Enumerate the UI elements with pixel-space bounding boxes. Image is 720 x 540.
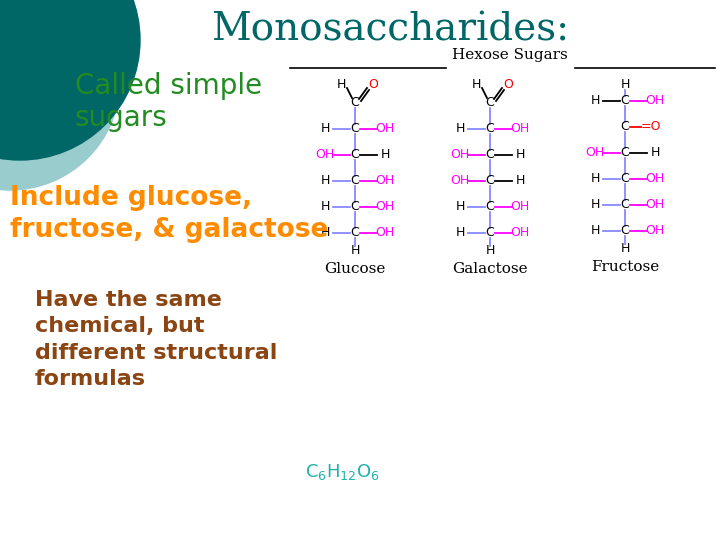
Text: C: C: [351, 174, 359, 187]
Text: H: H: [472, 78, 481, 91]
Text: C: C: [351, 226, 359, 240]
Text: H: H: [590, 199, 600, 212]
Text: Galactose: Galactose: [452, 262, 528, 276]
Text: OH: OH: [645, 199, 665, 212]
Text: Glucose: Glucose: [324, 262, 386, 276]
Text: C: C: [621, 199, 629, 212]
Text: OH: OH: [375, 174, 395, 187]
Circle shape: [0, 0, 120, 190]
Text: C: C: [351, 200, 359, 213]
Text: H: H: [380, 148, 390, 161]
Text: H: H: [590, 172, 600, 186]
Text: Hexose Sugars: Hexose Sugars: [452, 48, 568, 62]
Text: =O: =O: [641, 120, 661, 133]
Text: C: C: [485, 97, 495, 110]
Text: H: H: [590, 225, 600, 238]
Text: C: C: [351, 97, 359, 110]
Text: Monosaccharides:: Monosaccharides:: [211, 11, 569, 49]
Text: OH: OH: [645, 225, 665, 238]
Text: C: C: [485, 200, 495, 213]
Text: OH: OH: [510, 200, 530, 213]
Text: H: H: [621, 242, 630, 255]
Text: H: H: [455, 226, 464, 240]
Text: O: O: [503, 78, 513, 91]
Text: C: C: [485, 123, 495, 136]
Text: H: H: [455, 123, 464, 136]
Text: C: C: [621, 94, 629, 107]
Text: H: H: [351, 245, 360, 258]
Text: C: C: [485, 174, 495, 187]
Text: C: C: [621, 120, 629, 133]
Text: Have the same
chemical, but
different structural
formulas: Have the same chemical, but different st…: [35, 290, 277, 389]
Text: C: C: [351, 123, 359, 136]
Text: H: H: [590, 94, 600, 107]
Text: H: H: [455, 200, 464, 213]
Text: C: C: [351, 148, 359, 161]
Text: C$_6$H$_{12}$O$_6$: C$_6$H$_{12}$O$_6$: [305, 462, 380, 482]
Text: Fructose: Fructose: [591, 260, 659, 274]
Text: H: H: [621, 78, 630, 91]
Text: O: O: [368, 78, 378, 91]
Text: Called simple
sugars: Called simple sugars: [75, 72, 262, 132]
Text: OH: OH: [375, 226, 395, 240]
Text: H: H: [516, 174, 525, 187]
Text: OH: OH: [451, 174, 469, 187]
Text: C: C: [621, 172, 629, 186]
Text: C: C: [621, 146, 629, 159]
Text: Include glucose,
fructose, & galactose: Include glucose, fructose, & galactose: [10, 185, 328, 243]
Text: H: H: [320, 226, 330, 240]
Text: H: H: [320, 200, 330, 213]
Text: H: H: [320, 174, 330, 187]
Text: OH: OH: [451, 148, 469, 161]
Text: OH: OH: [510, 123, 530, 136]
Text: OH: OH: [510, 226, 530, 240]
Text: OH: OH: [375, 123, 395, 136]
Text: OH: OH: [645, 94, 665, 107]
Text: C: C: [621, 225, 629, 238]
Text: H: H: [320, 123, 330, 136]
Text: C: C: [485, 226, 495, 240]
Text: OH: OH: [645, 172, 665, 186]
Circle shape: [0, 0, 140, 160]
Text: H: H: [485, 245, 495, 258]
Text: OH: OH: [315, 148, 335, 161]
Text: C: C: [485, 148, 495, 161]
Text: OH: OH: [585, 146, 605, 159]
Text: OH: OH: [375, 200, 395, 213]
Text: H: H: [650, 146, 660, 159]
Text: H: H: [516, 148, 525, 161]
Text: H: H: [336, 78, 346, 91]
